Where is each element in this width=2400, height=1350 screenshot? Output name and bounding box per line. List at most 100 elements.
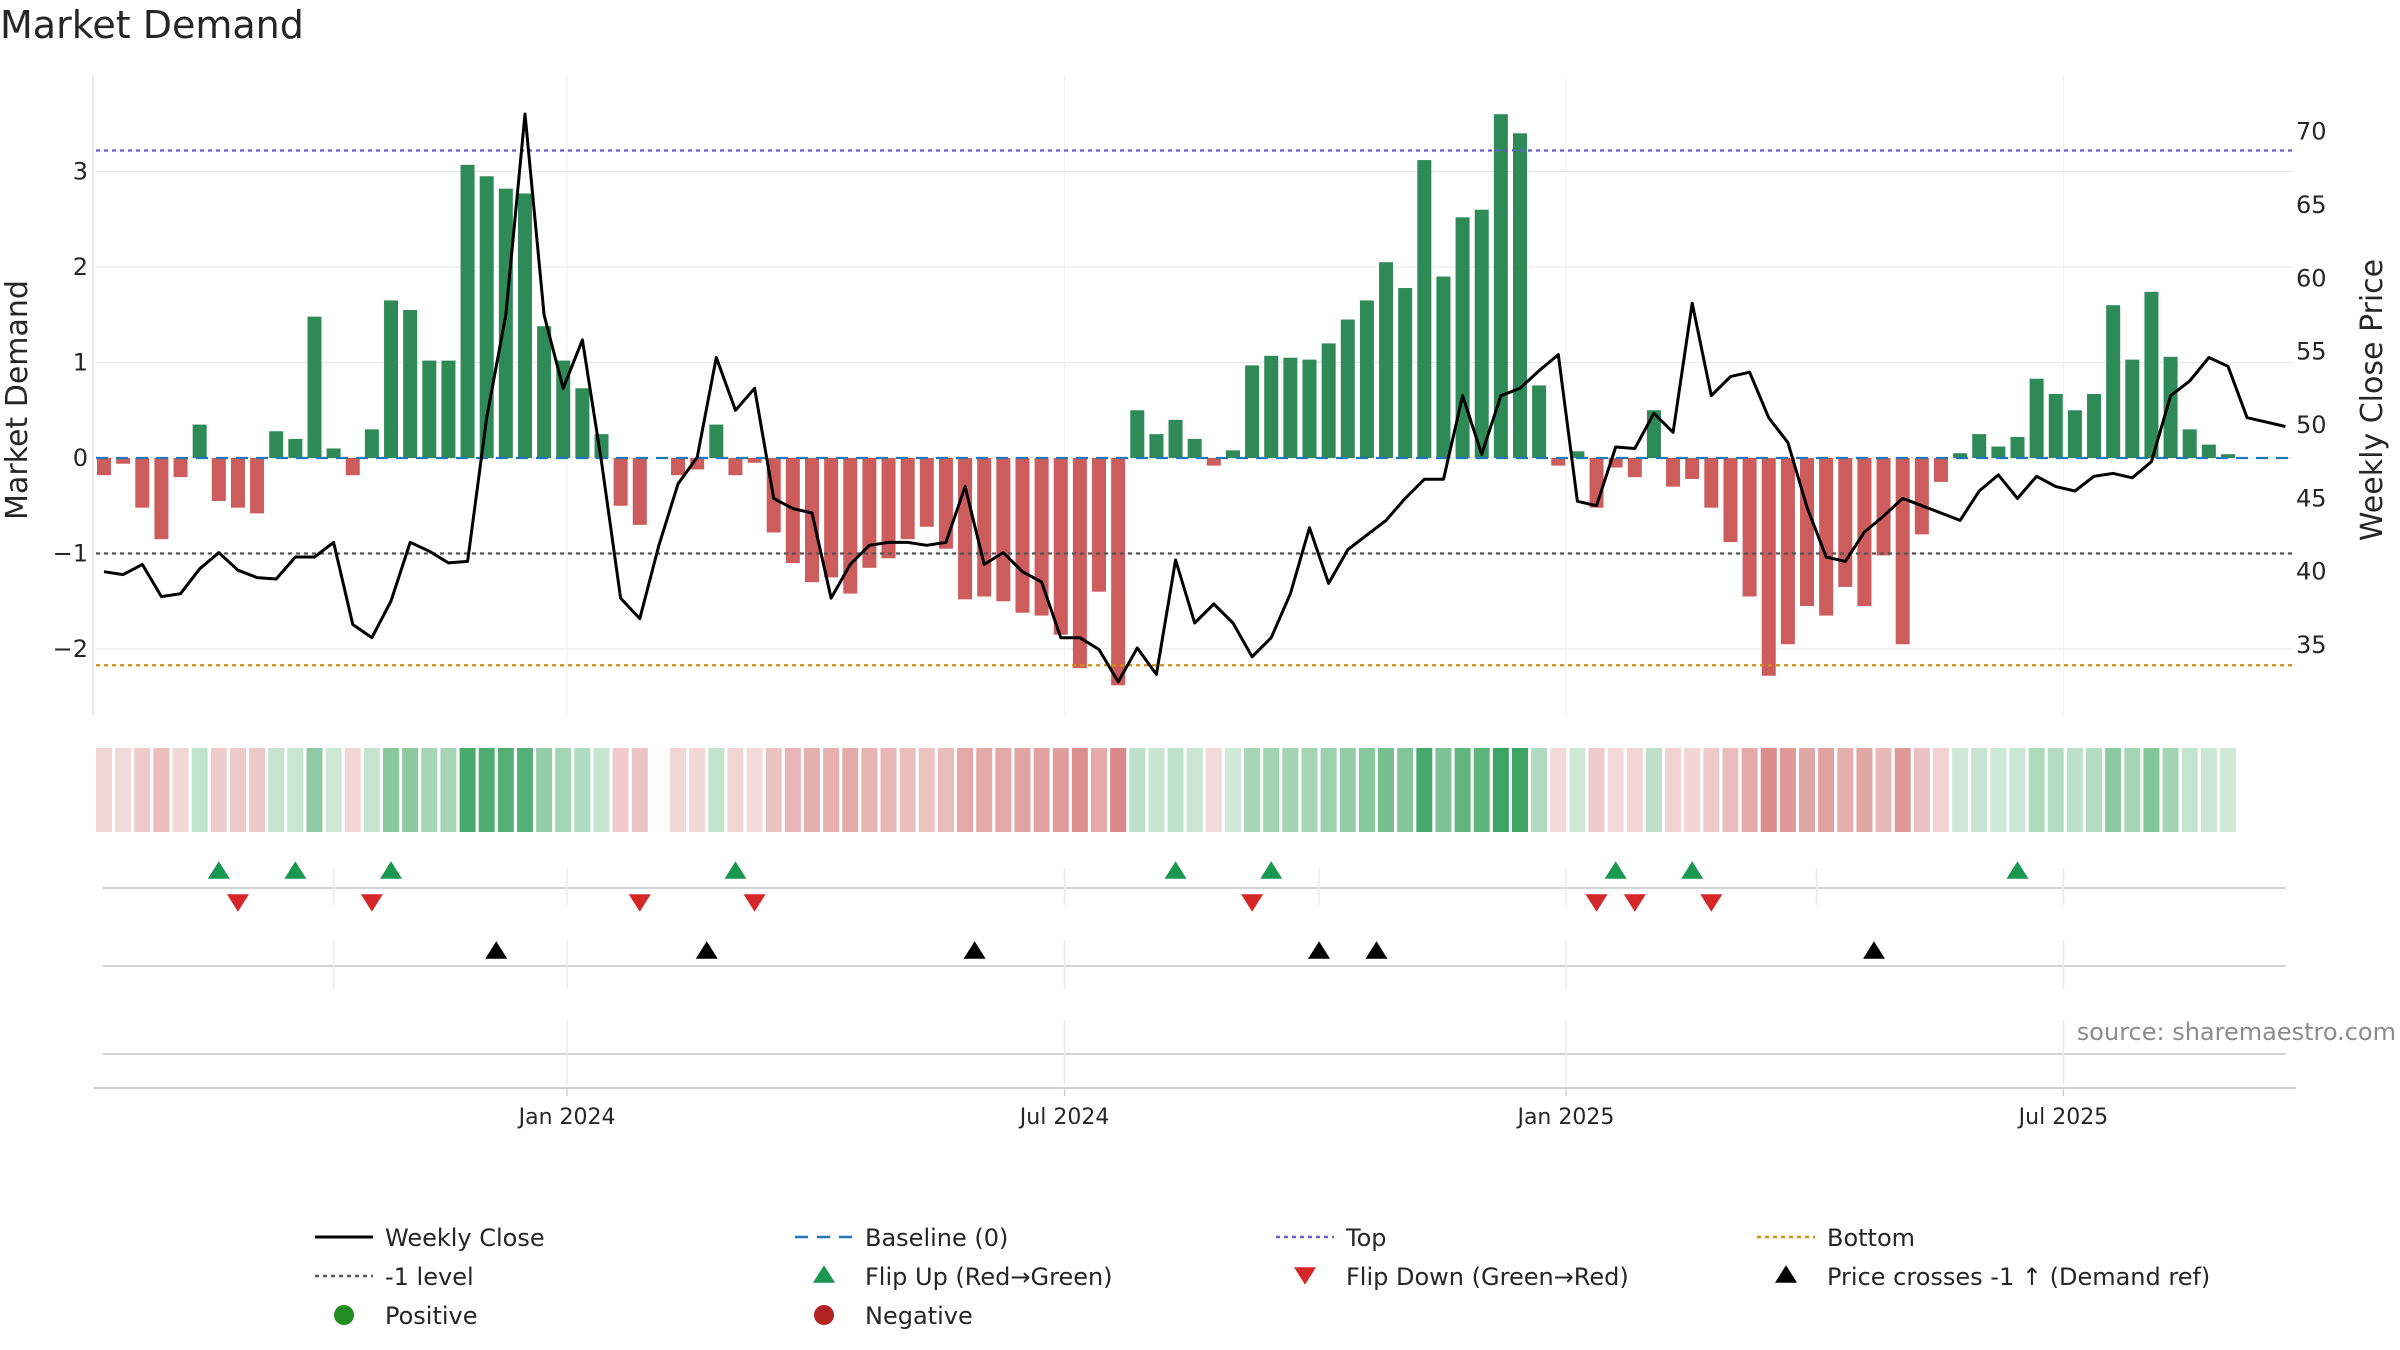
y-right-tick-label: 50: [2296, 411, 2327, 439]
demand-bar: [2067, 410, 2082, 458]
demand-bar: [1761, 458, 1776, 676]
heat-cell: [516, 748, 533, 832]
demand-bar: [881, 458, 896, 559]
heat-cell: [803, 748, 820, 832]
demand-bar: [1570, 451, 1585, 458]
heat-cell: [2028, 748, 2045, 832]
legend-label: -1 level: [385, 1263, 474, 1291]
heat-cell: [402, 748, 419, 832]
demand-bar: [709, 424, 724, 458]
heat-cell: [1626, 748, 1643, 832]
heat-cell: [268, 748, 285, 832]
flip-up-marker: [207, 861, 230, 879]
heat-cell: [1033, 748, 1050, 832]
heat-cell: [1473, 748, 1490, 832]
heat-cell: [2124, 748, 2141, 832]
demand-bar: [1379, 262, 1394, 458]
legend: Weekly Close Baseline (0) Top Bottom -1 leve…: [315, 1224, 2210, 1330]
legend-item: Price crosses -1 ↑ (Demand ref): [1775, 1263, 2210, 1291]
y-right-tick-label: 40: [2296, 558, 2327, 586]
demand-bar: [460, 164, 475, 458]
demand-bar: [97, 458, 111, 476]
demand-bar: [1742, 458, 1757, 597]
legend-label: Price crosses -1 ↑ (Demand ref): [1827, 1263, 2210, 1291]
heat-cell: [478, 748, 495, 832]
heat-cell: [306, 748, 323, 832]
demand-bar: [1187, 438, 1202, 458]
x-tick-label: Jul 2025: [2017, 1105, 2109, 1130]
demand-heat-strip: [96, 748, 2236, 832]
flip-down-marker: [743, 894, 766, 912]
demand-bar: [1723, 458, 1738, 543]
demand-bar: [804, 458, 819, 583]
demand-bar: [1953, 453, 1968, 458]
heat-cell: [1932, 748, 1949, 832]
heat-cell: [1492, 748, 1509, 832]
demand-bar: [345, 458, 360, 476]
demand-bar: [1302, 359, 1317, 458]
demand-bar: [1991, 446, 2006, 458]
axes: 3 2 1 0 −1 −2 70 65 60 55 50 45 40 35: [53, 75, 2327, 715]
heat-cell: [1186, 748, 1203, 832]
y-right-tick-label: 60: [2296, 264, 2327, 292]
heat-cell: [995, 748, 1012, 832]
heat-cell: [2009, 748, 2026, 832]
demand-bar: [613, 458, 628, 506]
heat-cell: [957, 748, 974, 832]
heat-cell: [2219, 748, 2236, 832]
heat-cell: [593, 748, 610, 832]
heat-cell: [1531, 748, 1548, 832]
flip-down-marker: [1241, 894, 1264, 912]
demand-bar: [230, 458, 245, 508]
flip-up-marker: [2006, 861, 2029, 879]
demand-bar: [1685, 458, 1700, 480]
heat-cell: [2143, 748, 2160, 832]
x-tick-label: Jan 2025: [1515, 1105, 1614, 1130]
demand-bar: [2163, 356, 2178, 458]
heat-cell: [1971, 748, 1988, 832]
price-cross-marker: [1308, 941, 1331, 959]
heat-cell: [2047, 748, 2064, 832]
heat-cell: [1511, 748, 1528, 832]
demand-bar: [996, 458, 1011, 602]
demand-bar: [1015, 458, 1030, 613]
heat-cell: [2066, 748, 2083, 832]
demand-bar: [556, 360, 571, 458]
heat-cell: [1894, 748, 1911, 832]
heat-cell: [631, 748, 648, 832]
demand-bar: [211, 458, 226, 501]
demand-bar: [2106, 305, 2121, 458]
heat-cell: [612, 748, 629, 832]
heat-cell: [153, 748, 170, 832]
legend-swatch-triangle-up: [1775, 1265, 1797, 1283]
demand-bar: [403, 309, 418, 458]
legend-label: Flip Up (Red→Green): [865, 1263, 1113, 1291]
heat-cell: [1454, 748, 1471, 832]
demand-bar: [1474, 209, 1489, 458]
legend-swatch-triangle-up: [813, 1265, 835, 1283]
price-cross-marker: [485, 941, 508, 959]
y-right-tick-label: 35: [2296, 631, 2327, 659]
demand-bar: [1321, 343, 1336, 458]
demand-bar: [173, 458, 188, 478]
y-tick-label: −1: [53, 540, 88, 568]
legend-swatch-dot: [334, 1305, 354, 1325]
demand-bar: [632, 458, 647, 525]
demand-bar: [938, 458, 953, 549]
demand-bar: [958, 458, 973, 600]
heat-cell: [1378, 748, 1395, 832]
flip-down-marker: [1585, 894, 1608, 912]
heat-cell: [1588, 748, 1605, 832]
heat-cell: [1301, 748, 1318, 832]
heat-cell: [1320, 748, 1337, 832]
heat-cell: [1416, 748, 1433, 832]
heat-cell: [1818, 748, 1835, 832]
y-right-tick-label: 65: [2296, 191, 2327, 219]
demand-bar: [1206, 458, 1221, 466]
demand-bar: [154, 458, 169, 540]
demand-bar: [364, 429, 379, 458]
y-axis-right-label: Weekly Close Price: [2355, 259, 2390, 541]
y-tick-label: −2: [53, 635, 88, 663]
demand-bar: [824, 458, 839, 578]
heat-cell: [2200, 748, 2217, 832]
